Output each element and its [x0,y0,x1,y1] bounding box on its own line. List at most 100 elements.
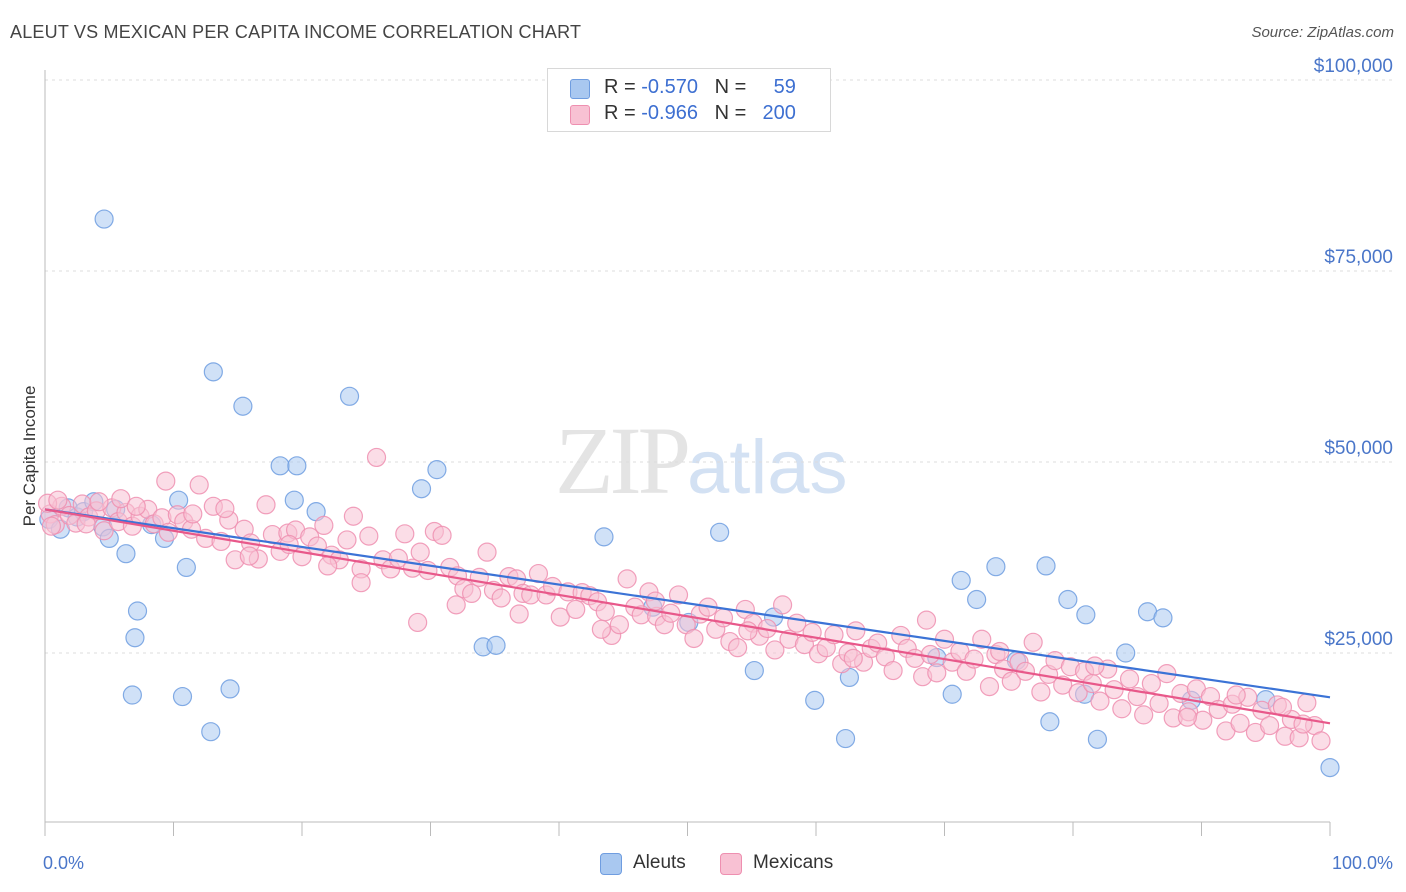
aleut-point-13 [122,685,142,705]
mexican-point-21 [189,475,209,495]
aleut-point-44 [967,589,987,610]
aleut-point-35 [710,522,730,542]
mexican-point-30 [256,495,276,515]
legend-text-mexicans: R = -0.966 N = 200 [604,102,796,124]
mexican-point-44 [359,526,379,546]
mexican-point-183 [318,556,338,576]
mexican-point-8 [94,521,114,541]
mexican-point-51 [410,542,430,562]
mexican-point-193 [990,641,1010,662]
mexican-point-173 [1311,731,1331,751]
aleut-point-53 [1116,643,1136,663]
aleut-point-49 [1058,589,1078,610]
aleut-point-18 [176,557,196,578]
mexican-point-145 [1104,680,1124,700]
aleut-point-52 [1087,729,1108,749]
y-tick-label-1: $50,000 [1324,438,1393,459]
mexican-point-88 [684,628,704,649]
aleut-point-11 [125,628,145,648]
y-tick-label-2: $75,000 [1324,247,1393,268]
y-axis-title: Per Capita Income [20,386,39,527]
aleut-point-25 [287,456,307,476]
aleut-point-21 [220,679,240,699]
aleut-trend-line [44,508,1331,699]
mexican-point-146 [1112,699,1132,719]
series-label-aleuts: Aleuts [633,852,686,873]
x-tick-label-0: 0.0% [43,853,84,873]
mexican-point-175 [48,490,68,510]
mexican-point-110 [846,621,866,641]
mexican-point-151 [1149,693,1169,714]
series-swatch-aleuts [600,853,622,875]
mexican-point-49 [395,524,415,544]
mexican-point-128 [979,677,1000,697]
mexican-point-86 [668,585,689,605]
mexican-point-41 [337,530,357,550]
mexican-point-191 [843,648,863,668]
mexican-point-100 [772,595,793,615]
mexican-point-135 [1031,682,1051,702]
mexican-point-127 [972,629,992,649]
mexican-point-187 [509,604,529,624]
aleut-point-36 [744,660,764,681]
mexican-point-184 [351,573,371,593]
mexican-point-38 [314,515,334,536]
series-swatch-mexicans [720,853,742,875]
mexican-point-150 [1141,673,1161,694]
y-tick-label-3: $100,000 [1314,56,1393,77]
aleut-point-38 [805,690,825,710]
mexican-point-157 [1193,710,1213,730]
mexican-point-186 [446,595,466,615]
mexican-point-121 [927,663,947,683]
aleut-point-20 [203,362,223,382]
y-tick-label-0: $25,000 [1324,629,1393,650]
legend-swatch-aleuts [570,79,590,99]
aleut-point-39 [835,728,856,749]
aleut-point-32 [594,527,614,547]
aleut-point-29 [427,460,447,480]
legend-text-aleuts: R = -0.570 N = 59 [604,76,796,98]
aleut-point-31 [486,635,506,655]
aleut-point-45 [986,557,1006,577]
mexican-point-181 [215,499,235,519]
aleut-point-23 [270,456,290,476]
aleut-point-24 [284,490,304,510]
aleut-point-58 [1320,757,1340,778]
mexican-point-58 [462,583,482,604]
source-label: Source: ZipAtlas.com [1251,24,1394,41]
mexican-point-194 [1085,656,1105,676]
mexican-point-99 [765,640,785,660]
mexican-point-60 [477,542,497,562]
mexican-point-166 [1260,715,1280,736]
mexican-point-199 [41,516,62,536]
series-label-mexicans: Mexicans [753,852,834,873]
mexican-point-171 [1297,693,1317,713]
aleut-point-17 [172,686,193,707]
mexican-point-162 [1230,713,1250,733]
mexican-point-200 [89,492,109,512]
mexican-point-180 [183,504,203,524]
mexican-point-195 [1177,707,1197,727]
mexican-point-70 [550,607,570,627]
mexican-point-76 [595,602,615,622]
mexican-point-94 [728,638,748,658]
mexican-point-134 [1023,632,1043,652]
mexican-point-131 [1001,671,1021,691]
mexican-trend-line [44,508,1331,725]
watermark-zip: ZIP [555,407,691,514]
mexican-point-79 [617,569,637,589]
aleut-point-51 [1076,605,1096,625]
aleut-point-10 [116,544,136,564]
stats-legend: R = -0.570 N = 59 R = -0.966 N = 200 [547,68,831,132]
mexican-point-178 [126,496,146,516]
mexican-point-201 [239,546,259,566]
mexican-point-177 [111,489,131,509]
aleut-point-55 [1153,608,1173,628]
mexican-point-192 [916,610,937,630]
mexican-point-140 [1068,683,1088,703]
mexican-point-54 [432,525,452,545]
aleut-point-48 [1040,712,1060,732]
aleut-point-27 [339,386,360,406]
legend-swatch-mexicans [570,105,590,125]
